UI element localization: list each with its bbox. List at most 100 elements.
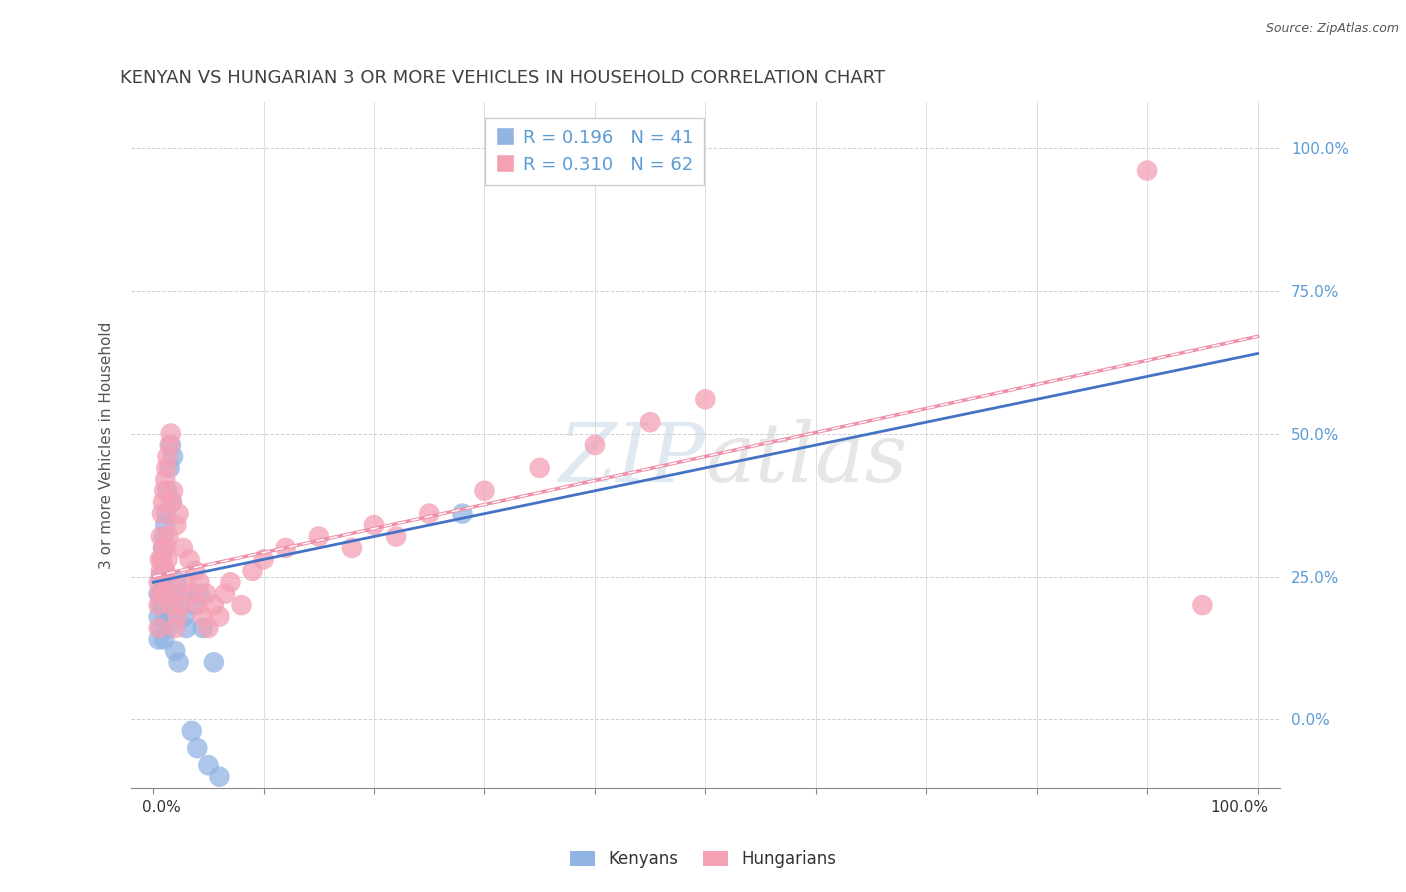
Point [167,507,190,521]
Point [451,507,474,521]
Point [148,575,170,590]
Point [159,426,181,441]
Point [152,495,174,509]
Point [180,723,202,738]
Point [418,507,440,521]
Point [191,609,214,624]
Point [474,483,496,498]
Point [156,450,179,464]
Point [186,741,208,756]
Point [160,495,183,509]
Point [153,564,176,578]
Point [155,507,177,521]
Point [163,587,186,601]
Point [231,598,253,612]
Point [149,529,172,543]
Point [160,495,183,509]
Point [252,552,274,566]
Point [148,587,170,601]
Point [155,541,177,555]
Point [153,529,176,543]
Point [159,438,181,452]
Point [157,529,180,543]
Point [208,609,231,624]
Point [202,598,225,612]
Y-axis label: 3 or more Vehicles in Household: 3 or more Vehicles in Household [100,321,114,569]
Point [202,656,225,670]
Point [155,564,177,578]
Point [184,564,207,578]
Point [188,575,211,590]
Point [152,541,174,555]
Point [174,575,197,590]
Point [152,575,174,590]
Point [149,569,172,583]
Point [385,529,408,543]
Point [148,621,170,635]
Point [166,609,188,624]
Point [148,609,170,624]
Point [153,598,176,612]
Point [695,392,717,407]
Point [638,415,661,429]
Point [162,450,184,464]
Legend: Kenyans, Hungarians: Kenyans, Hungarians [562,844,844,875]
Point [274,541,297,555]
Point [153,587,176,601]
Point [363,518,385,533]
Point [149,598,172,612]
Point [186,598,208,612]
Point [219,575,242,590]
Point [153,483,176,498]
Point [179,552,201,566]
Point [148,598,170,612]
Text: ZIP: ZIP [558,418,706,499]
Point [150,552,173,566]
Text: 100.0%: 100.0% [1211,799,1268,814]
Point [173,609,195,624]
Text: Source: ZipAtlas.com: Source: ZipAtlas.com [1265,22,1399,36]
Point [155,472,177,486]
Point [159,461,181,475]
Point [149,564,172,578]
Point [149,621,172,635]
Point [155,609,177,624]
Point [155,518,177,533]
Point [162,483,184,498]
Point [167,656,190,670]
Point [159,438,181,452]
Point [195,587,218,601]
Point [150,587,173,601]
Point [191,621,214,635]
Point [165,644,187,658]
Point [155,587,177,601]
Point [188,587,211,601]
Point [153,632,176,647]
Point [340,541,363,555]
Point [170,587,193,601]
Point [160,598,183,612]
Point [529,461,551,475]
Point [208,770,231,784]
Point [165,621,187,635]
Point [184,598,207,612]
Point [308,529,330,543]
Point [166,575,188,590]
Text: 0.0%: 0.0% [142,799,181,814]
Point [159,575,181,590]
Point [172,541,194,555]
Point [156,621,179,635]
Point [155,461,177,475]
Point [148,632,170,647]
Point [163,598,186,612]
Point [180,587,202,601]
Point [242,564,264,578]
Point [159,609,181,624]
Point [197,621,219,635]
Point [214,587,236,601]
Point [170,598,193,612]
Point [174,621,197,635]
Point [156,483,179,498]
Point [149,587,172,601]
Point [149,552,172,566]
